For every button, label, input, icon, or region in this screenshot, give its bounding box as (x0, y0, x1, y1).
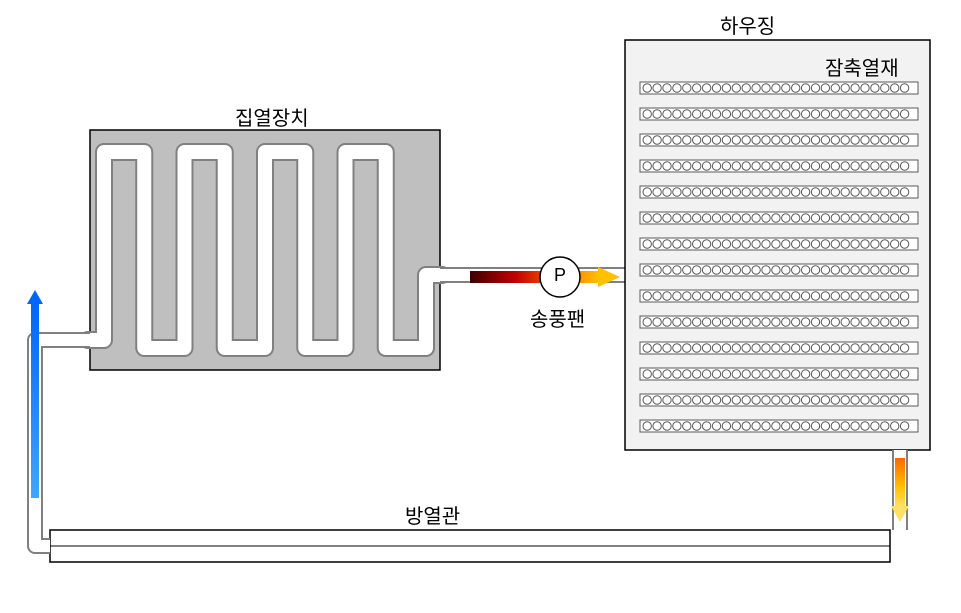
diagram-canvas (0, 0, 961, 613)
housing-box (625, 40, 930, 450)
collector-label: 집열장치 (235, 102, 309, 131)
pcm-label: 잠축열재 (825, 52, 899, 81)
housing-label: 하우징 (720, 10, 775, 39)
fan-label: 송풍팬 (530, 303, 585, 332)
radiator-box (50, 530, 890, 562)
pipe-radiator-to-collector (35, 340, 90, 546)
fan-symbol-label: P (554, 265, 566, 286)
collector-box (88, 130, 442, 370)
radiator-label: 방열관 (405, 500, 460, 529)
